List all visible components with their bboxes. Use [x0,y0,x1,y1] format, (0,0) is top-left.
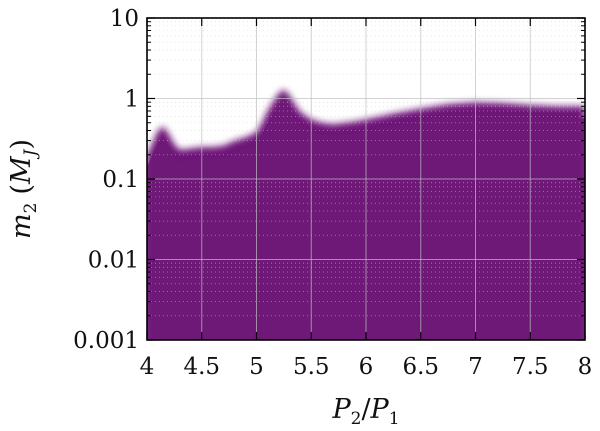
y-tick-label: 0.01 [88,248,139,274]
y-axis-label-close: ) [6,139,37,150]
y-axis-label-open: ( [6,184,37,195]
y-tick-label: 10 [110,6,139,32]
x-tick-label: 8 [578,354,593,380]
grid-layer [147,18,585,340]
x-axis-label: P2/P1 [331,394,399,429]
x-axis-label-p2: P [331,394,351,425]
tick-layer: 4 4.5 5 5.5 6 6.5 7 7.5 8 0.001 0.01 0.1 1 10 [73,6,592,380]
x-tick-label: 4 [140,354,155,380]
x-axis-label-sub1: 1 [389,409,400,429]
y-tick-label: 0.001 [73,328,139,354]
x-tick-label: 5 [249,354,264,380]
x-axis-label-slash: / [361,394,371,425]
x-tick-label: 6 [359,354,374,380]
x-tick-label: 6.5 [402,354,439,380]
y-tick-label: 1 [124,87,139,113]
x-tick-label: 7 [468,354,483,380]
y-axis-label: m2 (MJ) [6,139,41,239]
x-tick-label: 4.5 [183,354,220,380]
y-axis-label-unit: M [6,155,37,185]
svg-text:m2(MJ): m2 (MJ) [6,139,41,239]
x-tick-label: 5.5 [293,354,330,380]
y-axis-label-unit-sub: J [21,148,41,159]
y-tick-label: 0.1 [102,167,139,193]
y-axis-label-m: m [6,213,37,239]
y-axis-label-sub2: 2 [21,203,41,214]
x-axis-label-sub2: 2 [351,409,362,429]
x-tick-label: 7.5 [512,354,549,380]
x-axis-label-p1: P [370,394,390,425]
svg-text:P2/P1: P2/P1 [331,394,399,429]
